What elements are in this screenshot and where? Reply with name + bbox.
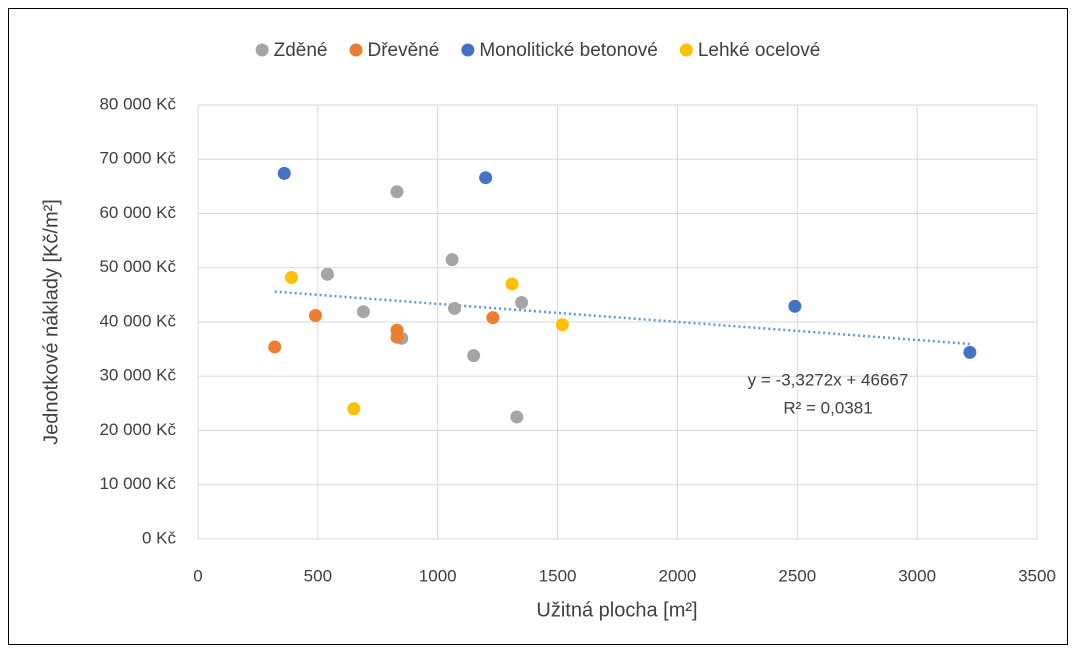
legend-marker [679,43,693,57]
x-tick-label: 1500 [539,566,577,585]
point [347,402,361,416]
y-axis-title: Jednotkové náklady [Kč/m²] [40,199,62,445]
point [268,340,282,354]
legend-marker [461,43,475,57]
x-axis-title: Užitná plocha [m²] [536,599,697,621]
y-tick-label: 10 000 Kč [99,474,176,493]
point [390,185,404,199]
y-tick-label: 30 000 Kč [99,366,176,385]
legend-marker [255,43,269,57]
point [277,166,291,180]
point [505,277,519,291]
legend-label: Zděné [274,40,328,61]
y-tick-label: 0 Kč [142,528,177,547]
point [445,253,459,267]
point [788,299,802,313]
point [515,295,529,309]
trendline-r2: R² = 0,0381 [783,398,872,417]
y-tick-label: 70 000 Kč [99,149,176,168]
point [356,305,370,319]
trendline-equation: y = -3,3272x + 46667 [748,370,909,389]
legend-marker [349,43,363,57]
x-tick-label: 3000 [898,566,936,585]
point [555,318,569,332]
y-tick-label: 60 000 Kč [99,203,176,222]
point [963,345,977,359]
x-tick-label: 3500 [1018,566,1056,585]
x-tick-label: 1000 [419,566,457,585]
x-tick-label: 0 [193,566,202,585]
y-tick-label: 80 000 Kč [99,94,176,113]
point [308,308,322,322]
y-tick-label: 40 000 Kč [99,311,176,330]
point [486,311,500,325]
x-tick-label: 2500 [778,566,816,585]
legend-label: Lehké ocelové [698,40,821,61]
point [447,301,461,315]
point [479,171,493,185]
y-tick-label: 20 000 Kč [99,420,176,439]
trendline [274,290,970,346]
y-tick-label: 50 000 Kč [99,257,176,276]
x-tick-label: 2000 [659,566,697,585]
point [284,271,298,285]
x-tick-label: 500 [304,566,332,585]
legend-label: Dřevěné [368,40,440,61]
point [390,330,404,344]
point [510,410,524,424]
point [467,349,481,363]
point [320,267,334,281]
legend-label: Monolitické betonové [479,40,658,61]
